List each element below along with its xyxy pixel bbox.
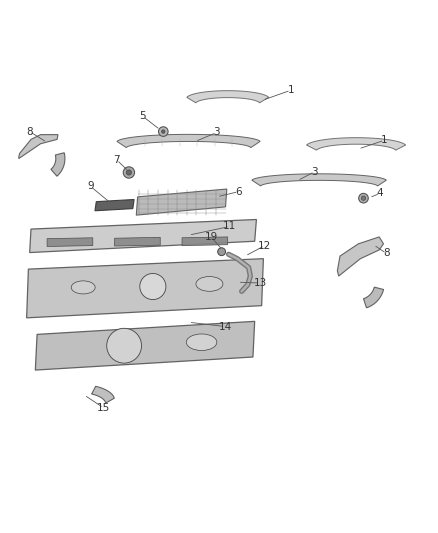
- Text: 8: 8: [383, 248, 390, 259]
- Text: 1: 1: [381, 135, 388, 146]
- Text: 6: 6: [235, 187, 242, 197]
- Circle shape: [359, 193, 368, 203]
- Circle shape: [162, 130, 165, 133]
- Text: 19: 19: [205, 232, 218, 242]
- Ellipse shape: [186, 334, 217, 351]
- Circle shape: [218, 248, 226, 256]
- Polygon shape: [47, 238, 93, 246]
- Text: 11: 11: [223, 221, 237, 231]
- Polygon shape: [136, 189, 227, 215]
- Polygon shape: [95, 199, 134, 211]
- Polygon shape: [182, 237, 228, 246]
- Text: 4: 4: [377, 188, 383, 198]
- Circle shape: [159, 127, 168, 136]
- Text: 7: 7: [113, 155, 120, 165]
- Text: 15: 15: [97, 403, 110, 413]
- Polygon shape: [35, 321, 254, 370]
- Circle shape: [361, 196, 366, 200]
- Circle shape: [140, 273, 166, 300]
- Polygon shape: [252, 174, 386, 186]
- Polygon shape: [307, 138, 406, 150]
- Text: 5: 5: [140, 111, 146, 122]
- Text: 13: 13: [254, 278, 267, 288]
- Text: 3: 3: [213, 127, 220, 138]
- Text: 12: 12: [258, 240, 271, 251]
- Circle shape: [126, 170, 131, 175]
- Polygon shape: [30, 220, 256, 253]
- Polygon shape: [187, 91, 268, 103]
- Polygon shape: [19, 135, 58, 158]
- Polygon shape: [117, 134, 260, 148]
- Ellipse shape: [196, 277, 223, 292]
- Polygon shape: [115, 237, 160, 246]
- Polygon shape: [337, 237, 384, 276]
- Text: 3: 3: [311, 167, 318, 176]
- Ellipse shape: [71, 281, 95, 294]
- Circle shape: [123, 167, 134, 178]
- Circle shape: [107, 328, 141, 363]
- Text: 1: 1: [287, 85, 294, 95]
- Polygon shape: [92, 386, 114, 403]
- Polygon shape: [364, 287, 384, 308]
- Text: 8: 8: [26, 126, 33, 136]
- Polygon shape: [51, 153, 65, 176]
- Text: 14: 14: [219, 321, 232, 332]
- Text: 9: 9: [87, 181, 94, 191]
- Polygon shape: [27, 259, 263, 318]
